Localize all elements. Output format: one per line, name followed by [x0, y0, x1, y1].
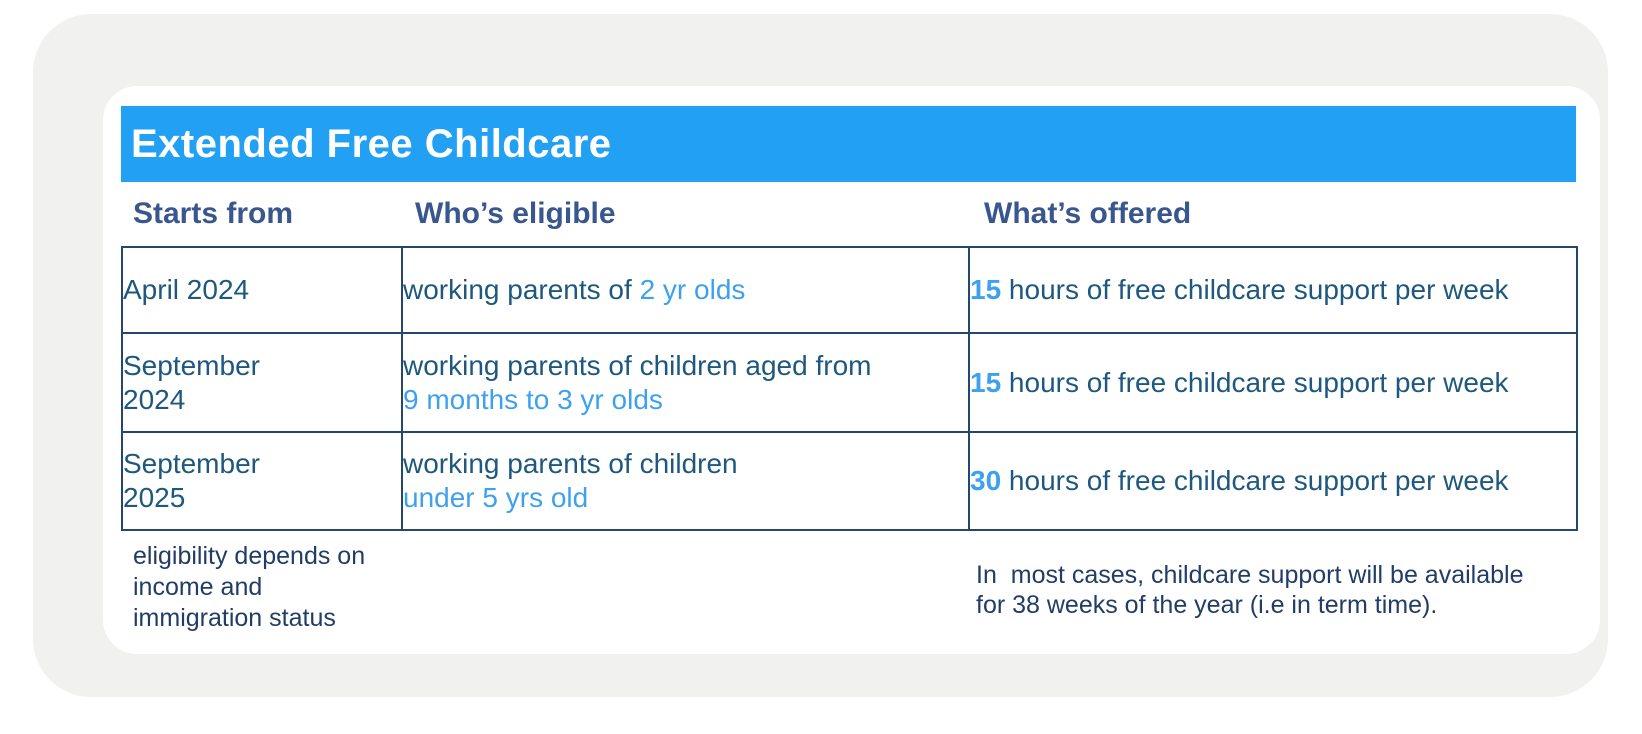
table-row-september-2024: September 2024 working parents of childr…	[121, 332, 1578, 433]
offered-text: hours of free childcare support per week	[1001, 366, 1509, 398]
eligible-text: working parents of children	[403, 448, 738, 479]
term-time-note: In most cases, childcare support will be…	[976, 561, 1524, 619]
cell-starts-from: September 2024	[121, 332, 403, 433]
column-header-whats-offered: What’s offered	[984, 197, 1192, 230]
card-title: Extended Free Childcare	[131, 121, 612, 166]
childcare-info-card: Extended Free Childcare Starts from Who’…	[103, 86, 1600, 654]
cell-whats-offered: 15 hours of free childcare support per w…	[968, 332, 1578, 433]
table-row-september-2025: September 2025 working parents of childr…	[121, 431, 1578, 531]
eligible-highlight: 2 yr olds	[639, 274, 746, 305]
offered-text: hours of free childcare support per week	[1001, 465, 1509, 496]
eligible-highlight: under 5 yrs old	[403, 482, 589, 513]
start-date-line1: September	[123, 448, 260, 479]
column-header-starts-from: Starts from	[133, 197, 294, 230]
cell-whats-offered: 15 hours of free childcare support per w…	[968, 246, 1578, 334]
hours-value: 15	[970, 366, 1002, 398]
column-header-whos-eligible: Who’s eligible	[415, 197, 616, 230]
hours-value: 15	[970, 274, 1002, 305]
eligible-text: working parents of	[403, 274, 640, 305]
eligible-text: working parents of children aged from	[403, 349, 872, 381]
cell-whos-eligible: working parents of 2 yr olds	[401, 246, 970, 334]
eligibility-note: eligibility depends on income and immigr…	[133, 542, 366, 632]
cell-whats-offered: 30 hours of free childcare support per w…	[968, 431, 1578, 531]
cell-starts-from: April 2024	[121, 246, 403, 334]
title-bar: Extended Free Childcare	[121, 106, 1576, 182]
cell-starts-from: September 2025	[121, 431, 403, 531]
start-date-line2: 2024	[123, 383, 186, 415]
cell-whos-eligible: working parents of children aged from 9 …	[401, 332, 970, 433]
table-row-april-2024: April 2024 working parents of 2 yr olds …	[121, 246, 1578, 334]
hours-value: 30	[970, 465, 1002, 496]
offered-text: hours of free childcare support per week	[1001, 274, 1509, 305]
column-header-row: Starts from Who’s eligible What’s offere…	[121, 182, 1576, 246]
cell-whos-eligible: working parents of children under 5 yrs …	[401, 431, 970, 531]
eligible-highlight: 9 months to 3 yr olds	[403, 383, 663, 415]
outer-gray-card: Extended Free Childcare Starts from Who’…	[33, 14, 1608, 697]
start-date: April 2024	[123, 274, 250, 305]
start-date-line2: 2025	[123, 482, 186, 513]
childcare-table: April 2024 working parents of 2 yr olds …	[121, 246, 1578, 531]
start-date-line1: September	[123, 349, 260, 381]
